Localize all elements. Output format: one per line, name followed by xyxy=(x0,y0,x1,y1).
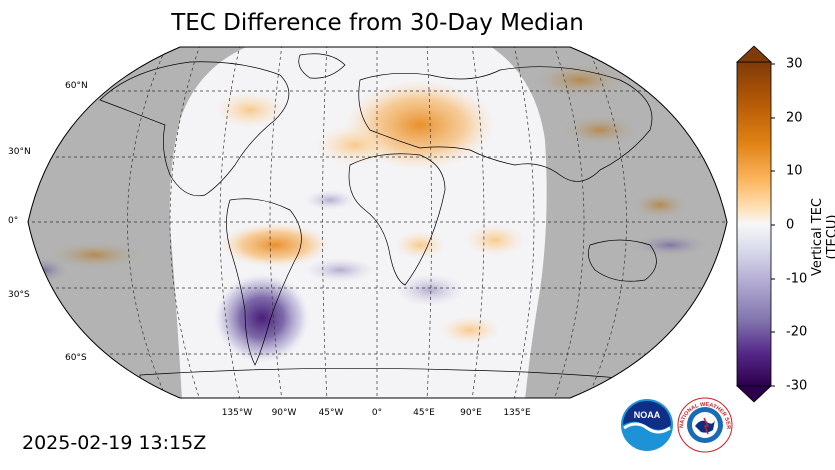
lat-label-0: 0° xyxy=(8,216,19,226)
lon-label-0: 0° xyxy=(371,408,383,418)
cbar-tick-minus20: -20 xyxy=(786,324,808,340)
anomaly-south-america-north xyxy=(220,223,330,267)
lat-label-60n: 60°N xyxy=(65,81,88,91)
lon-label-45e: 45°E xyxy=(413,408,435,418)
night-shading-west xyxy=(28,47,265,398)
nws-logo: NATIONAL WEATHER SERVICE xyxy=(677,396,733,453)
graticule xyxy=(28,47,727,398)
lat-label-30s: 30°S xyxy=(8,290,30,300)
globe-outline xyxy=(27,46,728,399)
cbar-tick-20: 20 xyxy=(786,110,803,126)
lon-label-90w: 90°W xyxy=(271,408,297,418)
lon-label-135e: 135°E xyxy=(503,408,531,418)
lon-label-135w: 135°W xyxy=(221,408,253,418)
colorbar xyxy=(735,45,775,403)
coastlines xyxy=(99,53,657,398)
lon-label-90e: 90°E xyxy=(460,408,482,418)
night-shading-east xyxy=(480,47,727,398)
cbar-tick-10: 10 xyxy=(786,163,803,179)
map-title: TEC Difference from 30-Day Median xyxy=(171,10,584,36)
anomaly-south-america-south xyxy=(214,273,310,363)
noaa-logo-text: NOAA xyxy=(634,410,661,420)
cbar-tick-30: 30 xyxy=(786,56,803,72)
cbar-tick-minus30: -30 xyxy=(786,378,808,394)
colorbar-label: Vertical TEC (TECU) xyxy=(810,197,835,277)
lon-label-45w: 45°W xyxy=(318,408,344,418)
cbar-tick-0: 0 xyxy=(786,217,795,233)
timestamp: 2025-02-19 13:15Z xyxy=(22,432,207,454)
map-area xyxy=(28,47,727,398)
cbar-tick-minus10: -10 xyxy=(786,271,808,287)
noaa-logo: NOAA xyxy=(621,399,673,451)
lat-label-60s: 60°S xyxy=(65,353,87,363)
lat-label-30n: 30°N xyxy=(8,147,31,157)
